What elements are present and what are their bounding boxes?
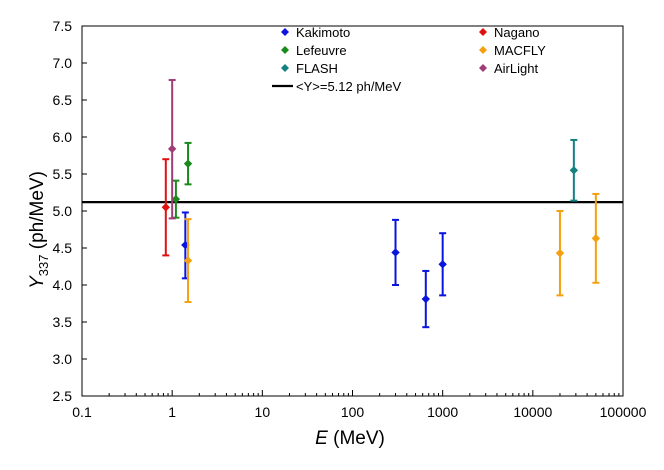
y-tick-label: 2.5 — [53, 388, 73, 404]
nagano-point — [161, 203, 171, 212]
airlight-point — [167, 144, 177, 154]
x-tick-label: 100000 — [600, 404, 647, 420]
kakimoto-point — [438, 260, 447, 269]
x-axis-ticks: 0.1 1 10 100 1000 10000 100000 — [72, 390, 647, 420]
kakimoto-point — [421, 294, 430, 304]
legend-marker-lefeuvre — [281, 46, 289, 54]
plot-frame — [81, 25, 624, 397]
y-axis-ticks: 2.5 3.0 3.5 4.0 4.5 5.0 5.5 6.0 6.5 7.0 7.5 — [53, 18, 87, 404]
legend-label-macfly: MACFLY — [494, 43, 546, 58]
x-tick-label: 10 — [255, 404, 271, 420]
macfly-point — [555, 248, 565, 258]
legend-label-nagano: Nagano — [494, 25, 540, 40]
y-tick-label: 3.0 — [53, 351, 73, 367]
legend-marker-flash — [281, 64, 289, 72]
legend-label-flash: FLASH — [296, 61, 338, 76]
legend-marker-nagano — [479, 28, 487, 36]
y-axis-title: Y337 (ph/MeV) — [27, 171, 51, 289]
kakimoto-point — [391, 248, 400, 257]
flash-point — [569, 166, 579, 175]
y-tick-label: 6.5 — [53, 92, 73, 108]
y-tick-label: 6.0 — [53, 129, 73, 145]
y-tick-label: 4.0 — [53, 277, 73, 293]
legend-marker-kakimoto — [281, 28, 289, 36]
y-tick-label: 4.5 — [53, 240, 73, 256]
data-points — [161, 79, 601, 329]
x-tick-label: 1 — [168, 404, 176, 420]
x-axis-title: E (MeV) — [315, 428, 385, 449]
x-tick-label: 10000 — [513, 404, 552, 420]
legend-label-kakimoto: Kakimoto — [296, 25, 350, 40]
y-tick-label: 5.5 — [53, 166, 73, 182]
y-tick-label: 7.5 — [53, 18, 73, 34]
legend-label-airlight: AirLight — [494, 61, 538, 76]
lefeuvre-point — [183, 159, 193, 168]
y-tick-label: 5.0 — [53, 203, 73, 219]
y-tick-label: 3.5 — [53, 314, 73, 330]
macfly-point — [183, 256, 193, 265]
legend-label-lefeuvre: Lefeuvre — [296, 43, 347, 58]
legend-label-reference: <Y>=5.12 ph/MeV — [296, 79, 401, 94]
macfly-point — [591, 234, 601, 243]
lefeuvre-point — [171, 194, 181, 204]
y-tick-label: 7.0 — [53, 55, 73, 71]
legend: Kakimoto Lefeuvre FLASH Nagano MACFLY AirLigh… — [272, 25, 546, 94]
legend-marker-airlight — [479, 64, 487, 72]
x-tick-label: 0.1 — [72, 404, 92, 420]
legend-marker-macfly — [479, 46, 487, 54]
x-tick-label: 1000 — [427, 404, 458, 420]
x-tick-label: 100 — [341, 404, 365, 420]
